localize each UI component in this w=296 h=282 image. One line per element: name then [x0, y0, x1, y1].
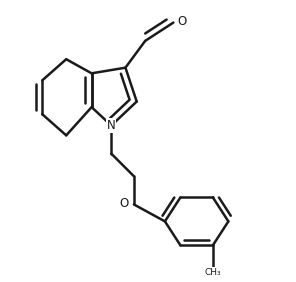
Text: N: N — [107, 119, 116, 132]
Text: O: O — [119, 197, 129, 210]
Text: CH₃: CH₃ — [205, 268, 221, 277]
Text: O: O — [178, 15, 187, 28]
